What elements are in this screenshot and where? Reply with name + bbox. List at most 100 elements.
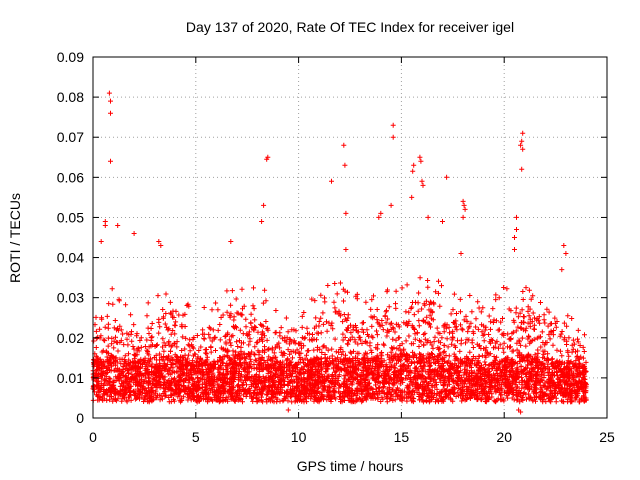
data-point	[336, 349, 342, 355]
data-point	[264, 392, 270, 398]
data-point	[559, 398, 564, 404]
data-point	[243, 324, 249, 330]
data-point	[577, 343, 583, 348]
data-point	[399, 398, 405, 404]
data-point	[200, 363, 206, 369]
data-point	[422, 330, 428, 336]
data-point	[342, 362, 348, 368]
data-point	[239, 363, 244, 369]
data-point	[408, 341, 414, 347]
data-point	[488, 319, 494, 325]
data-point	[450, 307, 456, 313]
data-point	[205, 363, 211, 369]
data-point	[458, 309, 463, 315]
data-point	[520, 289, 526, 294]
data-point	[495, 327, 501, 333]
data-point	[359, 320, 365, 326]
data-point	[383, 320, 389, 326]
data-point	[131, 356, 137, 362]
data-point	[465, 329, 471, 335]
data-point	[499, 331, 505, 337]
data-point	[393, 305, 399, 311]
data-point	[144, 313, 150, 319]
data-point	[122, 353, 128, 359]
data-point	[239, 312, 245, 318]
data-point	[513, 305, 519, 311]
data-point	[575, 327, 581, 333]
data-point	[458, 322, 463, 328]
data-point	[237, 327, 243, 333]
data-point	[444, 387, 450, 393]
data-point	[368, 306, 374, 312]
data-point	[387, 389, 393, 395]
data-point	[109, 286, 115, 292]
data-point	[385, 316, 391, 322]
data-point	[128, 312, 134, 318]
data-point	[149, 321, 155, 326]
data-point	[160, 307, 166, 312]
data-point	[129, 338, 135, 344]
data-point	[329, 320, 335, 326]
data-point	[217, 337, 223, 343]
data-point	[201, 305, 207, 310]
data-point	[199, 390, 205, 396]
data-point	[231, 317, 237, 323]
data-point	[542, 320, 548, 326]
data-point	[325, 283, 331, 288]
data-point	[494, 318, 499, 324]
data-point	[445, 344, 451, 350]
data-point	[237, 357, 243, 363]
data-point	[505, 395, 511, 401]
data-point	[228, 342, 234, 348]
data-point	[232, 398, 238, 404]
data-point	[463, 340, 468, 346]
data-point	[421, 342, 427, 348]
data-point	[117, 383, 123, 389]
data-point	[260, 300, 266, 306]
data-point	[524, 396, 529, 402]
data-point	[476, 343, 482, 349]
data-point	[443, 325, 449, 331]
data-point	[213, 300, 219, 306]
data-point	[359, 326, 365, 332]
data-point	[217, 398, 223, 404]
data-point	[558, 348, 563, 354]
data-point	[430, 317, 436, 323]
data-point	[230, 333, 236, 339]
data-point	[424, 398, 430, 404]
data-point	[113, 339, 119, 345]
data-point	[264, 337, 270, 343]
data-point	[439, 283, 444, 289]
data-point	[320, 310, 326, 316]
data-point	[550, 342, 556, 348]
data-point	[451, 351, 457, 357]
data-point	[424, 314, 430, 320]
data-point	[544, 340, 550, 345]
data-point	[519, 357, 525, 363]
data-point	[544, 306, 550, 312]
data-point	[117, 388, 123, 394]
data-point	[247, 356, 253, 362]
data-point	[251, 285, 256, 291]
data-point	[493, 297, 499, 303]
data-point	[480, 332, 486, 338]
data-point	[545, 351, 551, 357]
scatter-points	[90, 90, 589, 415]
data-point	[265, 347, 271, 352]
data-point	[521, 314, 526, 319]
data-point	[277, 398, 283, 404]
data-point	[318, 292, 324, 298]
data-point	[390, 336, 396, 342]
data-point	[172, 322, 178, 328]
data-point	[515, 324, 521, 330]
data-point	[104, 313, 110, 319]
data-point	[421, 362, 427, 368]
data-point	[488, 326, 493, 332]
data-point	[501, 340, 507, 346]
data-point	[165, 327, 171, 333]
data-point	[374, 307, 380, 312]
data-point	[490, 320, 496, 325]
data-point	[489, 391, 495, 397]
data-point	[437, 346, 443, 352]
data-point	[315, 385, 321, 391]
